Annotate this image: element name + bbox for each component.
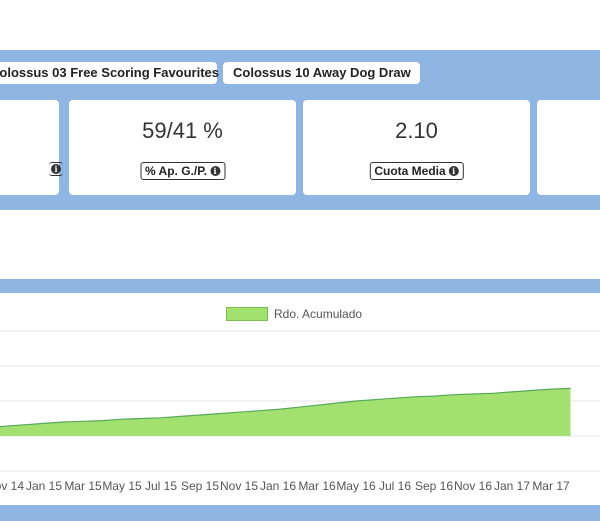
x-tick-label: Sep 16 [415, 479, 453, 493]
x-tick-label: Jan 16 [260, 479, 296, 493]
legend-label: Rdo. Acumulado [274, 307, 363, 321]
section-divider [0, 279, 600, 293]
x-tick-label: May 16 [336, 479, 376, 493]
x-tick-label: Nov 16 [454, 479, 492, 493]
x-tick-label: Mar 15 [64, 479, 102, 493]
x-tick-label: Jul 15 [145, 479, 177, 493]
x-tick-label: Jul 16 [379, 479, 411, 493]
x-tick-label: Jan 17 [494, 479, 530, 493]
x-tick-label: Nov 14 [0, 479, 24, 493]
system-tag-free-scoring[interactable]: Colossus 03 Free Scoring Favourites [0, 62, 219, 84]
stat-label-text: % Ap. G./P. [144, 164, 208, 178]
chart-legend[interactable]: Rdo. Acumulado [226, 307, 362, 321]
stat-card-average-odds: 2.10 Cuota Media i [303, 100, 530, 195]
x-tick-label: Jan 15 [26, 479, 62, 493]
stat-card-partial-left: i [0, 100, 63, 195]
info-icon[interactable]: i [210, 166, 221, 176]
x-tick-label: Mar 16 [298, 479, 336, 493]
legend-swatch [226, 307, 268, 321]
stat-card-partial-right [537, 100, 600, 195]
stat-value-win-loss: 59/41 % [142, 118, 223, 143]
info-icon[interactable]: i [51, 164, 61, 174]
x-tick-label: Nov 15 [220, 479, 258, 493]
series-area-rdo-acumulado[interactable] [0, 388, 571, 436]
system-tag-away-dog-draw[interactable]: Colossus 10 Away Dog Draw [223, 62, 420, 84]
stat-card-win-loss: 59/41 % % Ap. G./P. i [69, 100, 296, 195]
stat-label-text: Cuota Media [374, 164, 446, 178]
summary-band: Colossus 03 Free Scoring Favourites Colo… [0, 50, 600, 210]
stat-value-average-odds: 2.10 [395, 118, 438, 143]
stat-label-partial: i [49, 162, 63, 176]
bottom-band [0, 505, 600, 521]
stat-label-win-loss: % Ap. G./P. i [139, 162, 226, 180]
info-icon[interactable]: i [448, 166, 459, 176]
x-tick-label: Sep 15 [181, 479, 219, 493]
x-tick-label: May 15 [102, 479, 142, 493]
series-line-rdo-acumulado [0, 387, 571, 428]
stat-label-average-odds: Cuota Media i [369, 162, 464, 180]
x-tick-label: Mar 17 [532, 479, 570, 493]
